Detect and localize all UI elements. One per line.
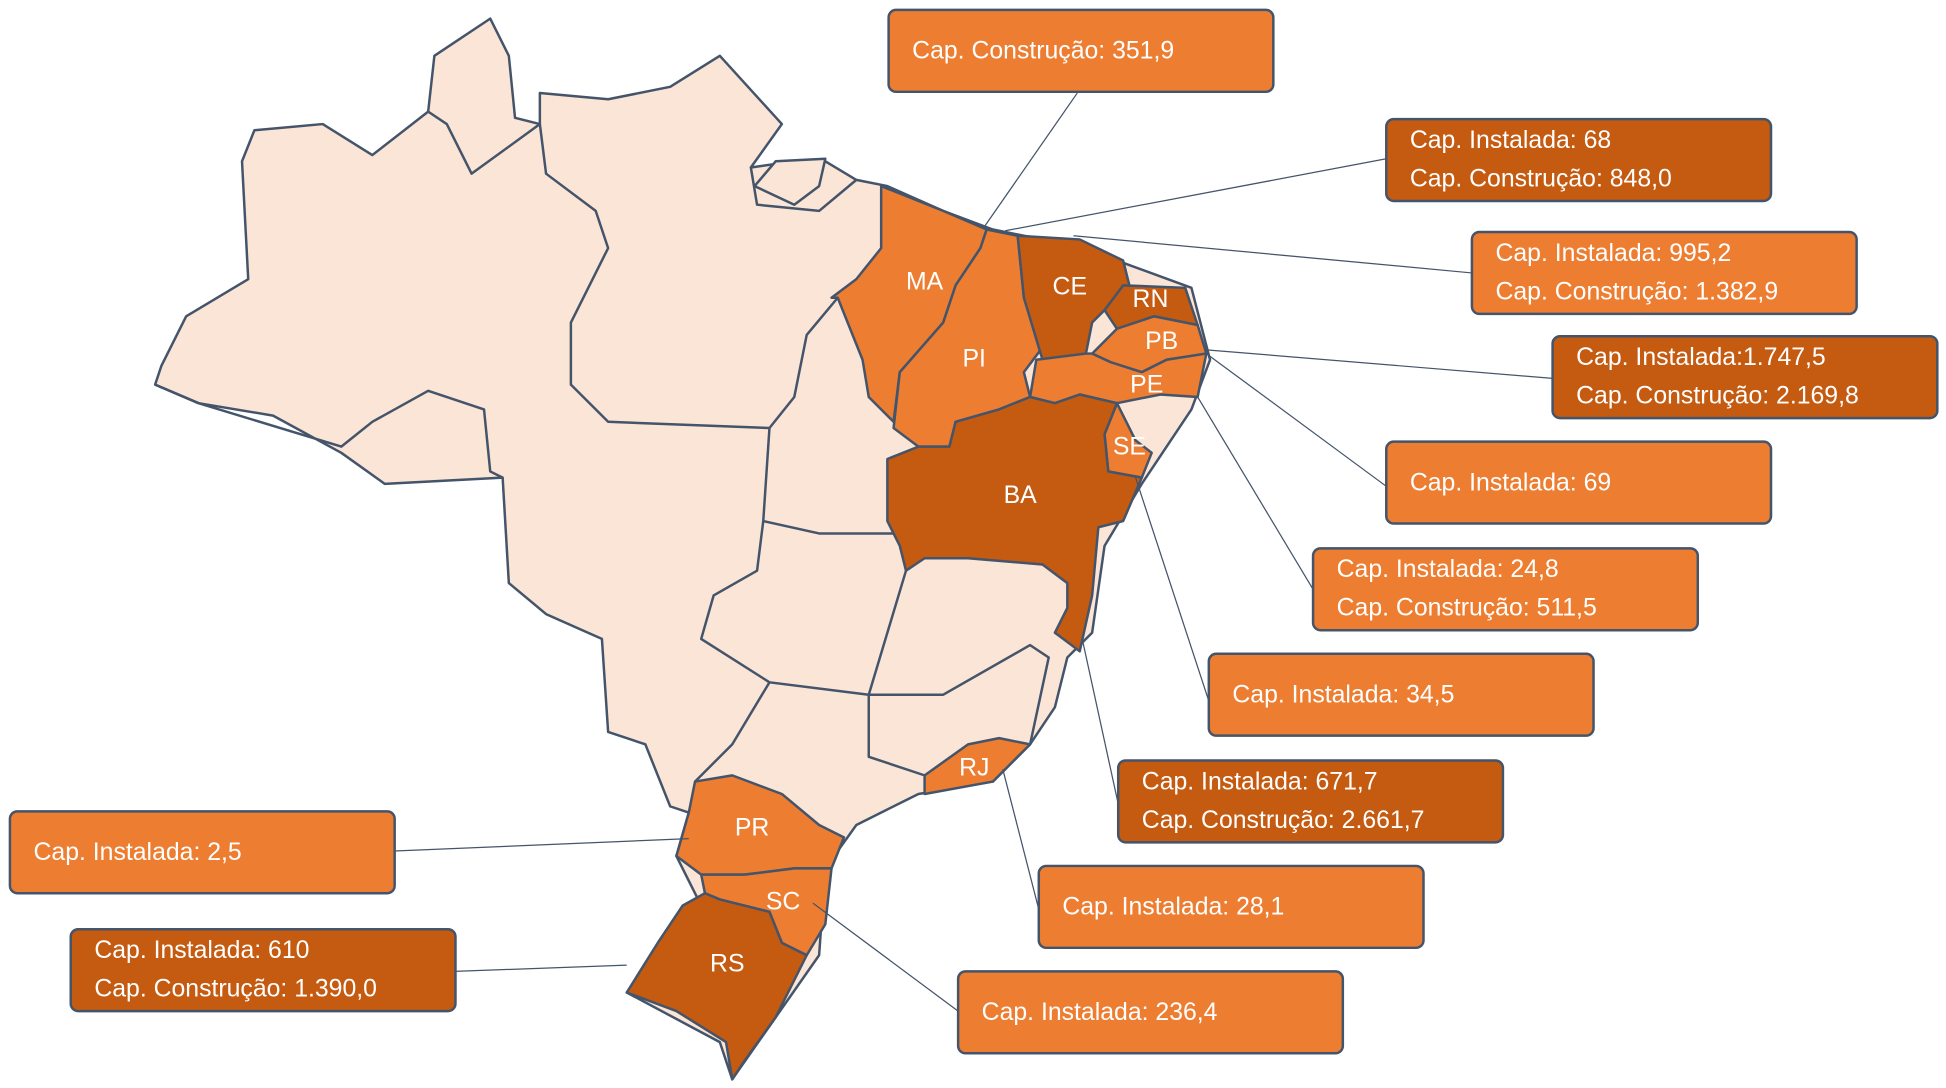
state-border: [427, 110, 541, 175]
leader-line: [1134, 477, 1210, 702]
callout-text: Cap. Construção: 2.661,7: [1142, 807, 1425, 834]
leader-line: [1205, 353, 1387, 487]
state-RJ: [923, 736, 1032, 796]
callout-box: [887, 8, 1275, 94]
leader-line: [1002, 769, 1040, 910]
state-border: [868, 643, 1050, 745]
state-border: [762, 296, 900, 535]
state-border: [694, 681, 771, 783]
callout-text: Cap. Instalada: 24,8: [1337, 556, 1559, 583]
callout-box: [1116, 759, 1505, 844]
state-PE: [1028, 352, 1208, 405]
callout-text: Cap. Instalada: 28,1: [1062, 894, 1284, 921]
state-label: MA: [906, 268, 944, 295]
callout-box: [1385, 117, 1773, 203]
callout-box: [1385, 440, 1773, 525]
leader-line: [1005, 158, 1387, 232]
callout-text: Cap. Construção: 1.382,9: [1495, 278, 1778, 305]
leader-line: [983, 92, 1078, 228]
callout-box: [8, 810, 396, 895]
state-label: PR: [735, 814, 769, 841]
callout-text: Cap. Instalada: 2,5: [34, 839, 242, 866]
callout-text: Cap. Instalada: 69: [1410, 469, 1611, 496]
callout-text: Cap. Instalada: 610: [94, 937, 309, 964]
state-border: [867, 694, 925, 777]
leader-line: [812, 902, 959, 1012]
callout-text: Cap. Construção: 848,0: [1410, 165, 1672, 192]
state-label: RJ: [959, 755, 989, 782]
callout-text: Cap. Instalada: 68: [1410, 127, 1611, 154]
state-border: [154, 383, 504, 479]
callout-box: [69, 927, 457, 1013]
state-border: [538, 123, 770, 430]
state-CE: [1016, 234, 1131, 362]
leader-line: [1073, 235, 1472, 274]
state-label: PB: [1145, 328, 1178, 355]
callout-text: Cap. Instalada: 236,4: [982, 999, 1218, 1026]
state-BA: [886, 393, 1144, 653]
leader-line: [1197, 396, 1314, 590]
state-label: CE: [1053, 273, 1087, 300]
state-label: SE: [1113, 433, 1146, 460]
state-label: BA: [1004, 482, 1038, 509]
state-RS: [625, 891, 808, 1081]
callout-text: Cap. Instalada:1.747,5: [1576, 344, 1826, 371]
state-label: RS: [710, 951, 744, 978]
callout-box: [1470, 230, 1858, 316]
state-label: SC: [766, 889, 800, 916]
callout-box: [956, 970, 1345, 1055]
leader-line: [1081, 638, 1119, 805]
callout-text: Cap. Construção: 511,5: [1337, 595, 1597, 622]
island: [753, 157, 827, 206]
callout-box: [1311, 547, 1700, 632]
callout-box: [1037, 864, 1425, 950]
leader-line: [454, 964, 627, 973]
leader-line: [1206, 349, 1553, 379]
callout-text: Cap. Construção: 351,9: [912, 38, 1174, 65]
callout-text: Cap. Instalada: 995,2: [1495, 240, 1731, 267]
state-label: PE: [1130, 371, 1163, 398]
callout-box: [1551, 334, 1939, 420]
state-PR: [675, 774, 846, 876]
callout-text: Cap. Instalada: 671,7: [1142, 768, 1378, 795]
leader-line: [394, 838, 689, 852]
callout-text: Cap. Instalada: 34,5: [1232, 682, 1454, 709]
state-label: RN: [1133, 286, 1169, 313]
callout-text: Cap. Construção: 1.390,0: [94, 976, 377, 1003]
state-label: PI: [963, 345, 986, 372]
callout-text: Cap. Construção: 2.169,8: [1576, 383, 1859, 410]
callout-box: [1207, 652, 1595, 737]
